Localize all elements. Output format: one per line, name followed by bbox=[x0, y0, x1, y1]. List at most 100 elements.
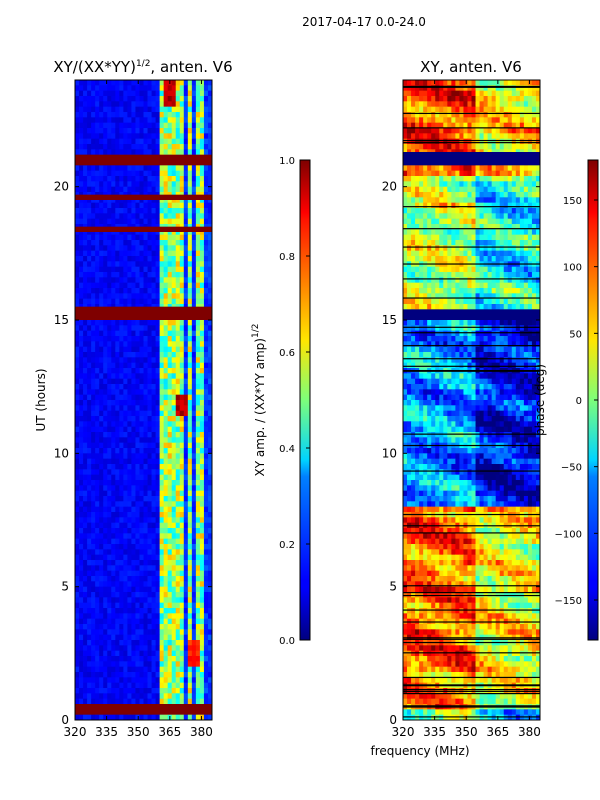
heatmap-cell bbox=[423, 144, 428, 150]
heatmap-cell bbox=[459, 106, 464, 113]
heatmap-cell bbox=[183, 453, 189, 460]
heatmap-cell bbox=[175, 181, 181, 188]
heatmap-cell bbox=[167, 266, 173, 273]
heatmap-cell bbox=[87, 330, 92, 337]
heatmap-cell bbox=[147, 330, 152, 337]
heatmap-cell bbox=[147, 640, 152, 646]
heatmap-cell bbox=[111, 586, 116, 593]
heatmap-cell bbox=[199, 245, 205, 252]
heatmap-cell bbox=[195, 661, 201, 668]
heatmap-cell bbox=[155, 277, 161, 284]
heatmap-cell bbox=[107, 517, 112, 524]
heatmap-cell bbox=[207, 144, 212, 150]
heatmap-cell bbox=[143, 528, 148, 534]
heatmap-cell bbox=[143, 442, 148, 449]
heatmap-cell bbox=[139, 202, 144, 209]
heatmap-cell bbox=[191, 677, 197, 684]
heatmap-cell bbox=[195, 442, 201, 449]
heatmap-cell bbox=[91, 202, 96, 209]
heatmap-cell bbox=[115, 421, 120, 428]
heatmap-cell bbox=[87, 336, 92, 342]
heatmap-cell bbox=[87, 234, 92, 241]
heatmap-cell bbox=[479, 176, 484, 182]
heatmap-cell bbox=[87, 186, 92, 193]
heatmap-cell bbox=[431, 186, 436, 193]
heatmap-cell bbox=[127, 581, 132, 588]
heatmap-cell bbox=[79, 101, 84, 108]
heatmap-cell bbox=[471, 170, 476, 177]
heatmap-cell bbox=[187, 677, 193, 684]
heatmap-cell bbox=[147, 229, 152, 236]
heatmap-cell bbox=[163, 576, 169, 582]
heatmap-cell bbox=[103, 266, 108, 273]
heatmap-cell bbox=[171, 122, 177, 129]
heatmap-cell bbox=[127, 661, 132, 668]
heatmap-cell bbox=[143, 560, 148, 566]
heatmap-cell bbox=[99, 101, 104, 108]
heatmap-cell bbox=[175, 581, 181, 588]
heatmap-cell bbox=[171, 186, 177, 193]
heatmap-cell bbox=[95, 357, 100, 364]
heatmap-cell bbox=[131, 608, 136, 614]
heatmap-cell bbox=[487, 138, 493, 145]
heatmap-cell bbox=[107, 586, 112, 593]
heatmap-cell bbox=[103, 346, 108, 353]
heatmap-cell bbox=[99, 208, 104, 214]
heatmap-cell bbox=[75, 325, 80, 332]
heatmap-cell bbox=[175, 544, 181, 550]
heatmap-cell bbox=[175, 346, 181, 353]
heatmap-cell bbox=[163, 144, 169, 150]
heatmap-cell bbox=[207, 112, 212, 118]
heatmap-cell bbox=[119, 357, 124, 364]
heatmap-cell bbox=[103, 544, 108, 550]
heatmap-cell bbox=[199, 378, 205, 385]
heatmap-cell bbox=[87, 549, 92, 556]
heatmap-cell bbox=[159, 266, 165, 273]
heatmap-cell bbox=[179, 197, 185, 204]
heatmap-cell bbox=[135, 96, 140, 102]
heatmap-cell bbox=[411, 213, 416, 220]
heatmap-cell bbox=[479, 181, 484, 188]
heatmap-cell bbox=[95, 234, 100, 241]
heatmap-cell bbox=[515, 128, 521, 134]
heatmap-cell bbox=[131, 384, 136, 390]
heatmap-cell bbox=[203, 122, 209, 129]
heatmap-cell bbox=[191, 186, 197, 193]
heatmap-cell bbox=[171, 85, 177, 92]
heatmap-cell bbox=[115, 554, 120, 561]
heatmap-cell bbox=[155, 613, 161, 620]
heatmap-cell bbox=[483, 128, 489, 134]
heatmap-cell bbox=[175, 432, 181, 438]
heatmap-cell bbox=[103, 165, 108, 172]
heatmap-cell bbox=[203, 261, 209, 268]
heatmap-cell bbox=[411, 122, 416, 129]
heatmap-cell bbox=[123, 474, 128, 481]
heatmap-cell bbox=[147, 448, 152, 454]
heatmap-cell bbox=[99, 480, 104, 486]
heatmap-cell bbox=[107, 373, 112, 380]
heatmap-cell bbox=[159, 554, 165, 561]
heatmap-cell bbox=[187, 650, 193, 657]
heatmap-cell bbox=[171, 341, 177, 348]
heatmap-cell bbox=[487, 144, 493, 150]
heatmap-cell bbox=[135, 218, 140, 225]
heatmap-cell bbox=[123, 144, 128, 150]
heatmap-cell bbox=[455, 117, 460, 124]
heatmap-cell bbox=[103, 714, 108, 720]
heatmap-cell bbox=[163, 256, 169, 262]
heatmap-cell bbox=[183, 432, 189, 438]
heatmap-cell bbox=[163, 138, 169, 145]
heatmap-cell bbox=[83, 208, 88, 214]
heatmap-cell bbox=[407, 170, 412, 177]
heatmap-cell bbox=[451, 96, 456, 102]
heatmap-cell bbox=[163, 410, 169, 417]
heatmap-cell bbox=[103, 432, 108, 438]
heatmap-cell bbox=[87, 197, 92, 204]
heatmap-cell bbox=[83, 389, 88, 396]
heatmap-cell bbox=[155, 432, 161, 438]
heatmap-cell bbox=[123, 528, 128, 534]
heatmap-cell bbox=[155, 96, 161, 102]
heatmap-cell bbox=[171, 138, 177, 145]
heatmap-cell bbox=[119, 362, 124, 369]
heatmap-cell bbox=[115, 389, 120, 396]
